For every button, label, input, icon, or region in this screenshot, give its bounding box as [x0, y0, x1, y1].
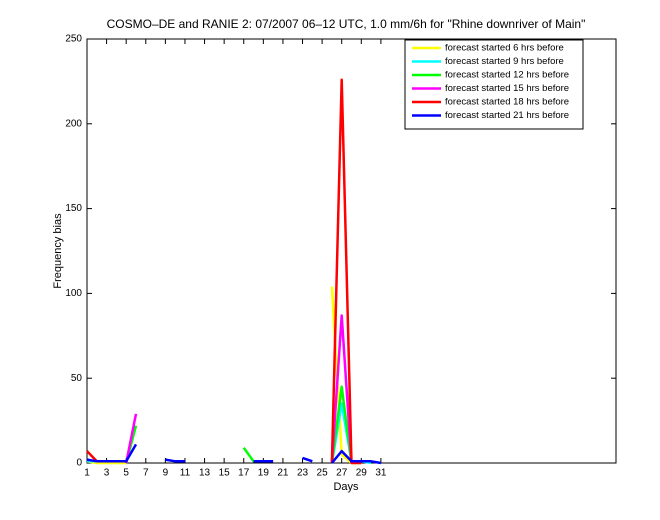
- x-tick-label: 27: [336, 468, 348, 479]
- legend: forecast started 6 hrs before forecast st…: [404, 39, 584, 130]
- x-tick-label: 5: [123, 468, 129, 479]
- legend-label: forecast started 6 hrs before: [445, 43, 564, 54]
- x-tick-label: 19: [258, 468, 270, 479]
- y-tick-label: 0: [76, 458, 82, 469]
- x-tick-label: 11: [180, 468, 191, 479]
- legend-label: forecast started 12 hrs before: [445, 70, 569, 81]
- legend-label: forecast started 15 hrs before: [445, 83, 569, 94]
- x-tick-label: 17: [238, 468, 250, 479]
- x-tick-label: 15: [219, 468, 231, 479]
- x-tick-label: 9: [163, 468, 169, 479]
- x-tick-label: 23: [297, 468, 309, 479]
- x-tick-label: 21: [277, 468, 289, 479]
- legend-label: forecast started 18 hrs before: [445, 97, 569, 108]
- x-tick-label: 13: [199, 468, 211, 479]
- y-tick-label: 200: [65, 118, 82, 129]
- x-tick-label: 25: [317, 468, 329, 479]
- legend-label: forecast started 9 hrs before: [445, 56, 564, 67]
- x-tick-label: 3: [104, 468, 110, 479]
- x-tick-label: 7: [143, 468, 149, 479]
- y-tick-label: 50: [71, 373, 83, 384]
- series-line: [124, 314, 353, 464]
- series-line: [86, 443, 382, 465]
- legend-box: [404, 39, 584, 130]
- legend-label: forecast started 21 hrs before: [445, 110, 569, 121]
- x-axis-label: Days: [333, 481, 359, 493]
- y-tick-label: 100: [65, 288, 82, 299]
- x-tick-label: 1: [84, 468, 90, 479]
- chart-title: COSMO–DE and RANIE 2: 07/2007 06–12 UTC,…: [107, 17, 586, 31]
- x-tick-label: 29: [356, 468, 368, 479]
- y-tick-label: 250: [65, 34, 82, 45]
- y-tick-label: 150: [65, 203, 82, 214]
- y-axis-label: Frequency bias: [52, 213, 64, 289]
- x-tick-label: 31: [375, 468, 387, 479]
